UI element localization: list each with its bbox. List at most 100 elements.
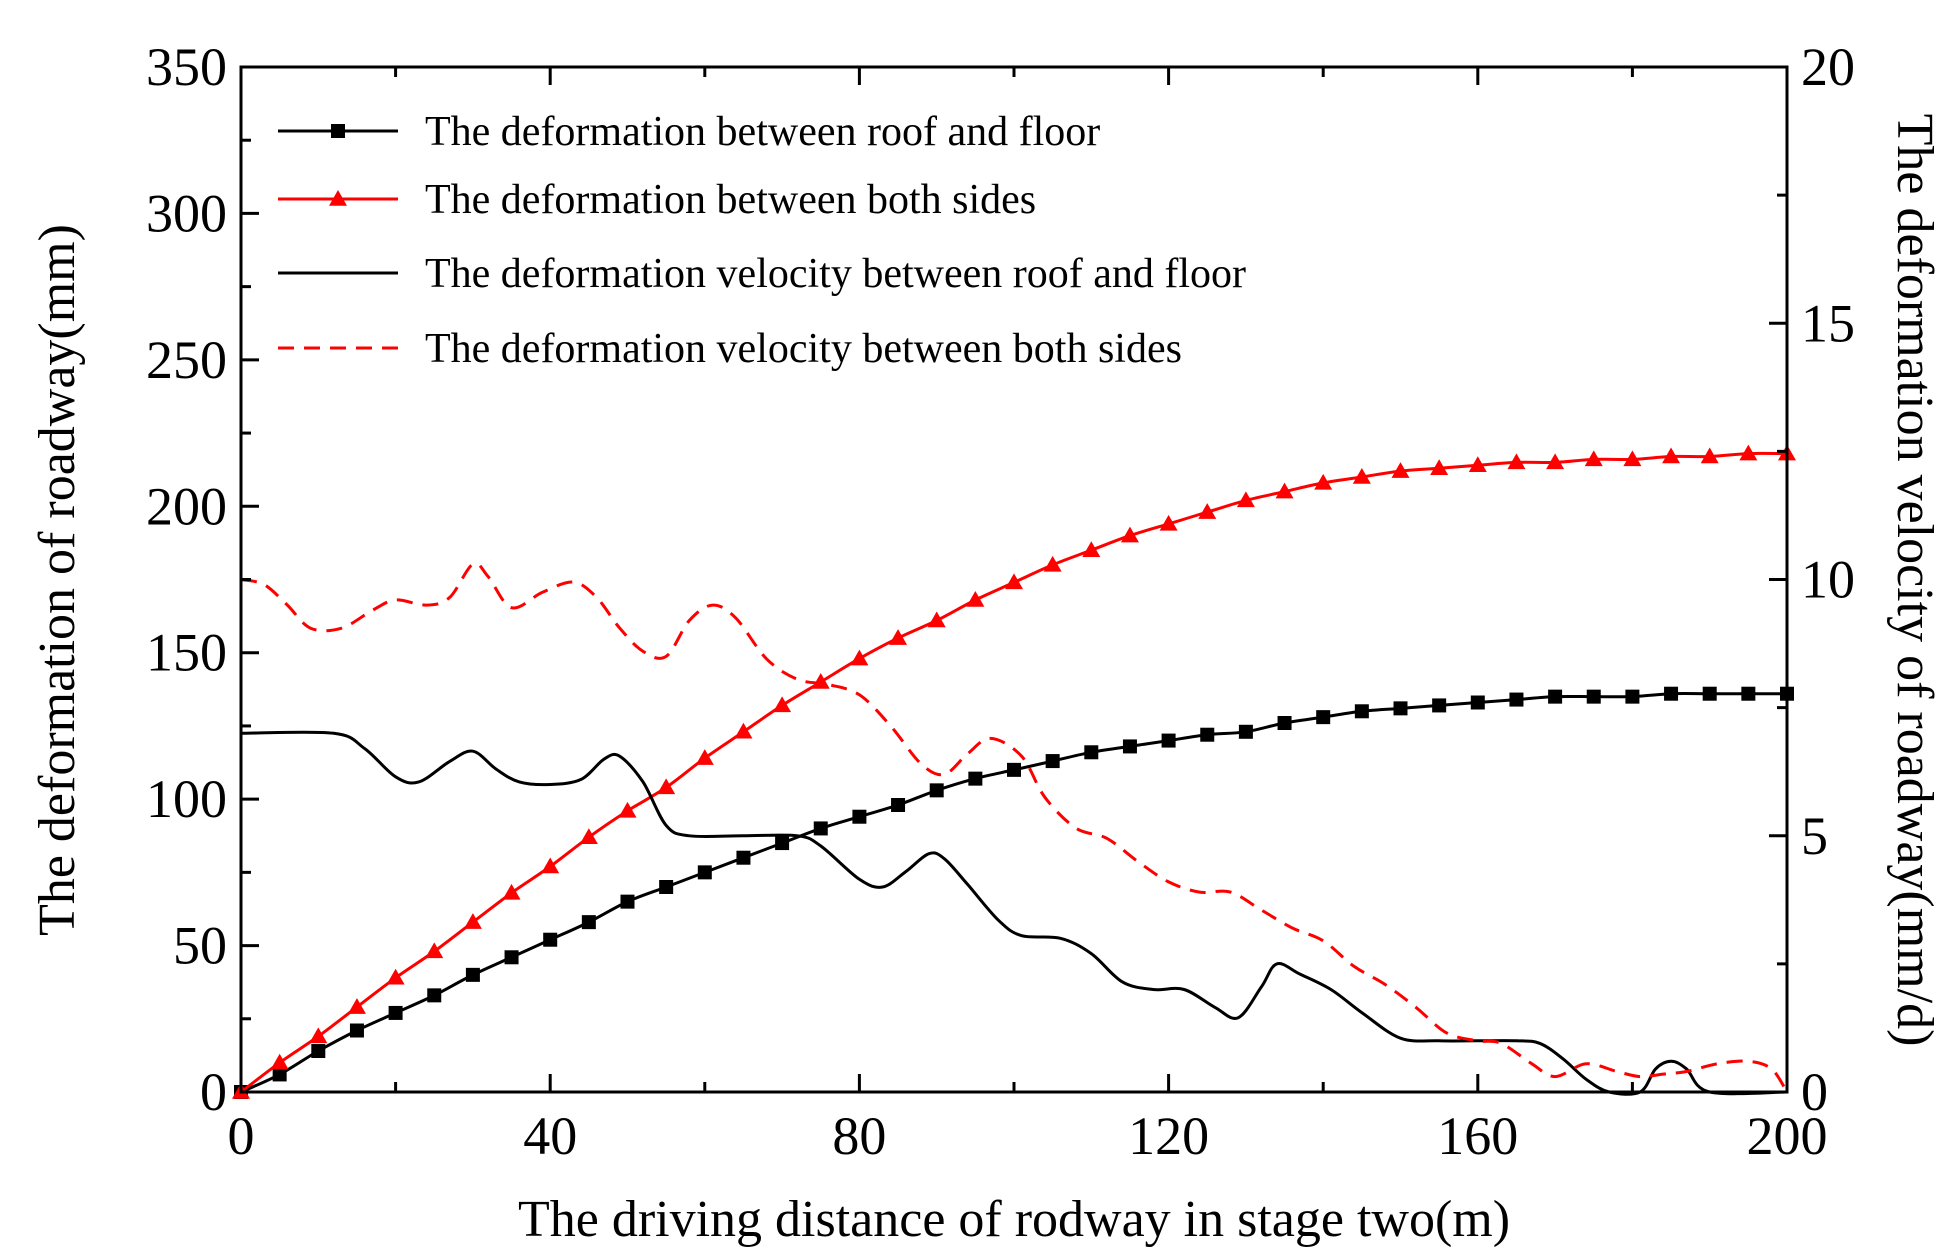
data-point-triangle (1468, 456, 1487, 473)
data-point-square (1741, 686, 1756, 701)
y-left-tick-label: 250 (146, 330, 227, 390)
data-point-triangle (1043, 555, 1062, 572)
y-right-tick-label: 0 (1801, 1062, 1828, 1122)
legend-label: The deformation between roof and floor (425, 109, 1100, 155)
data-point-triangle (1507, 453, 1526, 470)
data-point-triangle (1584, 450, 1603, 467)
data-point-square (1084, 745, 1099, 760)
data-point-triangle (850, 649, 869, 666)
y-right-tick-label: 20 (1801, 37, 1855, 97)
data-point-square (1122, 739, 1137, 754)
y-left-tick-label: 350 (146, 37, 227, 97)
data-point-square (1432, 698, 1447, 713)
y-left-tick-label: 300 (146, 183, 227, 243)
data-point-square (427, 988, 442, 1003)
y-left-tick-label: 200 (146, 476, 227, 536)
series-line (240, 730, 1788, 1096)
data-point-triangle (1120, 526, 1139, 543)
legend-item: The deformation between roof and floor (278, 109, 1100, 155)
data-point-square (349, 1023, 364, 1038)
x-tick-label: 160 (1437, 1106, 1518, 1166)
series-the-deformation-between-both-sides (232, 444, 1796, 1099)
data-point-square (1586, 689, 1601, 704)
data-point-triangle (347, 998, 366, 1014)
data-point-triangle (1391, 462, 1410, 478)
x-tick-label: 200 (1747, 1106, 1828, 1166)
data-point-square (813, 821, 828, 836)
data-point-square (272, 1067, 287, 1082)
data-point-triangle (1739, 444, 1758, 461)
data-point-square (775, 836, 790, 851)
y-right-tick-label: 15 (1801, 293, 1855, 353)
data-point-triangle (1082, 541, 1101, 557)
data-point-triangle (1314, 473, 1333, 490)
x-tick-label: 40 (523, 1106, 577, 1166)
data-point-square (543, 932, 558, 947)
y-left-tick-label: 150 (146, 623, 227, 683)
x-tick-label: 80 (832, 1106, 886, 1166)
y-left-tick-label: 0 (200, 1062, 227, 1122)
data-point-triangle (1700, 447, 1719, 464)
data-point-triangle (695, 749, 714, 765)
data-point-triangle (1352, 468, 1371, 484)
data-point-square (891, 798, 906, 812)
data-point-square (1200, 727, 1215, 742)
data-point-triangle (1159, 514, 1178, 531)
series-the-deformation-between-roof-and-floor (234, 686, 1794, 1099)
data-point-triangle (1198, 503, 1217, 519)
series-line (240, 691, 1787, 1094)
data-point-triangle (1236, 491, 1255, 508)
data-point-square (1470, 695, 1485, 710)
x-axis-title: The driving distance of rodway in stage … (518, 1191, 1510, 1248)
data-point-square (581, 915, 596, 930)
data-point-square (1702, 686, 1717, 701)
data-point-square (311, 1044, 326, 1058)
legend-marker (331, 124, 345, 138)
data-point-triangle (773, 696, 792, 713)
y-axis-left-title: The deformation of roadway(mm) (29, 224, 86, 936)
data-point-triangle (966, 591, 985, 607)
data-point-triangle (541, 857, 560, 874)
data-point-triangle (657, 778, 676, 795)
y-left-tick-label: 50 (173, 916, 227, 976)
data-point-square (852, 809, 867, 824)
data-point-square (504, 950, 519, 965)
data-point-triangle (386, 968, 405, 985)
data-point-square (1509, 692, 1524, 707)
data-point-square (1007, 762, 1021, 777)
data-point-triangle (1275, 482, 1294, 499)
data-point-triangle (1430, 459, 1449, 475)
legend-item: The deformation velocity between both si… (278, 326, 1182, 372)
data-point-square (1548, 689, 1563, 704)
data-point-square (929, 783, 944, 798)
data-point-square (659, 880, 674, 894)
data-point-square (1277, 716, 1292, 730)
data-point-triangle (811, 673, 830, 689)
data-point-triangle (270, 1053, 289, 1070)
x-tick-label: 0 (228, 1106, 255, 1166)
legend-item: The deformation velocity between roof an… (278, 251, 1246, 297)
data-point-square (1161, 733, 1176, 748)
y-axis-right-title: The deformation velocity of roadway(mm/d… (1886, 114, 1943, 1047)
data-point-triangle (1546, 453, 1565, 470)
data-point-triangle (618, 801, 637, 818)
data-point-square (1045, 754, 1060, 769)
data-point-triangle (889, 629, 908, 645)
legend-label: The deformation velocity between roof an… (425, 251, 1246, 297)
series-the-deformation-velocity-between-both-sides (240, 561, 1789, 1093)
legend-marker (329, 190, 347, 206)
series-line (240, 561, 1789, 1093)
data-point-square (1316, 710, 1331, 725)
data-point-triangle (502, 883, 521, 900)
legend-label: The deformation between both sides (425, 177, 1036, 223)
data-point-square (465, 967, 480, 982)
y-right-tick-label: 5 (1801, 806, 1828, 866)
data-point-triangle (927, 611, 946, 628)
series-the-deformation-velocity-between-roof-and-floor (240, 730, 1788, 1096)
data-point-square (736, 850, 751, 865)
data-point-square (620, 894, 635, 909)
data-point-triangle (579, 828, 598, 844)
data-point-square (1664, 686, 1679, 701)
data-point-square (1625, 689, 1640, 704)
